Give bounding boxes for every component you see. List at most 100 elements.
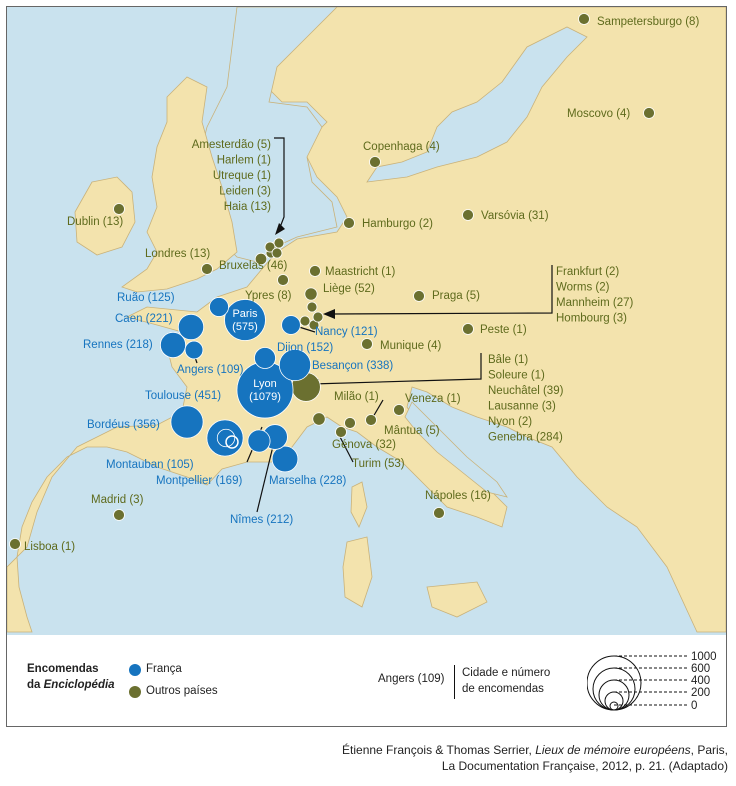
legend-france-dot (129, 664, 141, 676)
leader-nimes (256, 441, 275, 513)
group-item-neuchatel: Neuchâtel (39) (488, 385, 564, 397)
leader-milao (372, 399, 384, 418)
city-label-madrid: Madrid (3) (91, 494, 144, 506)
credit-line2: La Documentation Française, 2012, p. 21.… (441, 759, 728, 773)
city-marker-napoles (433, 507, 445, 519)
city-marker-dijon (254, 347, 276, 369)
city-label-napoles: Nápoles (16) (425, 490, 491, 502)
city-marker-londres (201, 263, 213, 275)
legend-scale-200: 200 (691, 687, 710, 699)
city-marker-maastricht (309, 265, 321, 277)
city-marker-ypres (277, 274, 289, 286)
city-label-munique: Munique (4) (380, 340, 442, 352)
city-label-moscovo: Moscovo (4) (567, 108, 630, 120)
map-frame: Sampetersburgo (8) Moscovo (4) Copenhaga (… (6, 6, 727, 727)
city-marker-moscovo (643, 107, 655, 119)
group-item-bale: Bâle (1) (488, 354, 528, 366)
city-label-caen: Caen (221) (115, 313, 173, 325)
city-marker-hamburgo (343, 217, 355, 229)
city-marker-haia (271, 247, 283, 259)
city-marker-lisboa (9, 538, 21, 550)
group-item-amesterdao: Amesterdão (5) (192, 139, 271, 151)
land-ireland (74, 176, 136, 256)
city-label-liege: Liège (52) (323, 283, 375, 295)
city-label-paris-count: (575) (232, 321, 258, 333)
group-item-soleure: Soleure (1) (488, 370, 545, 382)
city-marker-montauban-ring (225, 435, 239, 449)
city-label-turim: Turim (53) (352, 458, 405, 470)
city-marker-praga (413, 290, 425, 302)
city-marker-turim (312, 412, 326, 426)
group-rhine: Frankfurt (2) Worms (2) Mannheim (27) Hombo… (556, 266, 634, 325)
city-label-toulouse: Toulouse (451) (145, 390, 221, 402)
legend-example-city: Angers (109) (378, 673, 445, 685)
city-marker-bordeus (170, 405, 204, 439)
city-label-ruao: Ruão (125) (117, 292, 175, 304)
city-label-sampetersburgo: Sampetersburgo (8) (597, 16, 699, 28)
legend-title-prefix: da (27, 679, 44, 691)
land-continent (7, 7, 726, 633)
city-label-paris-name: Paris (232, 308, 258, 320)
city-marker-varsovia (462, 209, 474, 221)
land-sicily (426, 581, 488, 618)
city-label-hamburgo: Hamburgo (2) (362, 218, 433, 230)
city-label-besancon: Besançon (338) (312, 360, 393, 372)
city-label-marselha: Marselha (228) (269, 475, 347, 487)
city-marker-frankfurt (306, 301, 318, 313)
city-label-milao: Milão (1) (334, 391, 379, 403)
connector-netherlands (274, 137, 285, 231)
city-marker-leiden (264, 241, 276, 253)
city-label-lyon-count: (1079) (249, 391, 281, 403)
city-label-dijon: Dijon (152) (277, 342, 333, 354)
group-item-leiden: Leiden (3) (219, 186, 271, 198)
legend-others-dot (129, 686, 141, 698)
city-marker-milao (344, 417, 356, 429)
city-label-nancy: Nancy (121) (315, 326, 378, 338)
legend-panel: Encomendas da Enciclopédia França Outros… (7, 635, 726, 726)
legend-divider (454, 665, 455, 699)
city-label-angers: Angers (109) (177, 364, 244, 376)
city-marker-ruao (209, 297, 229, 317)
source-credit: Étienne François & Thomas Serrier, Lieux… (342, 742, 728, 774)
group-netherlands: Amesterdão (5) Harlem (1) Utreque (1) Leide… (192, 139, 271, 213)
city-label-rennes: Rennes (218) (83, 339, 153, 351)
city-label-peste: Peste (1) (480, 324, 527, 336)
city-circles (9, 13, 655, 550)
credit-title: Lieux de mémoire européens (535, 743, 691, 757)
city-marker-copenhaga (369, 156, 381, 168)
city-label-lyon-name: Lyon (253, 378, 276, 390)
city-marker-liege (304, 287, 318, 301)
credit-line1: Étienne François & Thomas Serrier, Lieux… (342, 742, 728, 758)
city-marker-montpellier (247, 429, 271, 453)
group-item-nyon: Nyon (2) (488, 416, 532, 428)
city-marker-veneza (393, 404, 405, 416)
legend-title-italic: Enciclopédia (43, 679, 115, 691)
city-marker-nancy (281, 315, 301, 335)
group-item-frankfurt: Frankfurt (2) (556, 266, 619, 278)
city-label-maastricht: Maastricht (1) (325, 266, 395, 278)
city-labels: Sampetersburgo (8) Moscovo (4) Copenhaga (… (24, 16, 699, 553)
city-marker-mannheim (312, 311, 324, 323)
group-item-worms: Worms (2) (556, 282, 610, 294)
city-label-ypres: Ypres (8) (245, 290, 292, 302)
group-item-haia: Haia (13) (224, 201, 271, 213)
europe-map: Sampetersburgo (8) Moscovo (4) Copenhaga (… (7, 7, 726, 726)
legend-france-label: França (146, 663, 182, 675)
city-marker-bruxelas (254, 252, 268, 266)
city-label-genova: Génova (32) (332, 439, 396, 451)
city-marker-utreque (273, 237, 285, 249)
city-marker-hombourg (299, 315, 311, 327)
city-label-veneza: Veneza (1) (405, 393, 461, 405)
legend-others-label: Outros países (146, 685, 218, 697)
group-item-genebra: Genebra (284) (488, 432, 563, 444)
arrow-netherlands (275, 223, 285, 235)
credit-place: , Paris, (690, 743, 728, 757)
city-label-copenhaga: Copenhaga (4) (363, 141, 440, 153)
city-marker-sampetersburgo (578, 13, 590, 25)
connector-rhine (331, 265, 553, 315)
land-britain (121, 76, 238, 293)
land-corsica (350, 481, 368, 528)
credit-authors: Étienne François & Thomas Serrier, (342, 743, 536, 757)
